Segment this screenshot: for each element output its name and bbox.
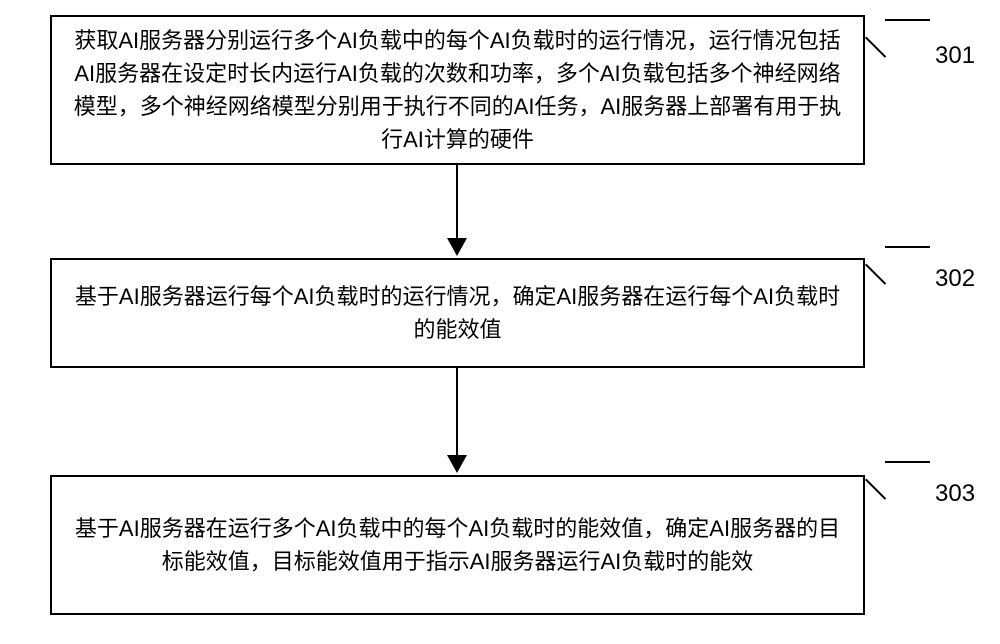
flow-step-3-text: 基于AI服务器在运行多个AI负载中的每个AI负载时的能效值，确定AI服务器的目标… bbox=[72, 512, 843, 578]
step-label-3: 303 bbox=[935, 480, 975, 508]
flow-step-3: 基于AI服务器在运行多个AI负载中的每个AI负载时的能效值，确定AI服务器的目标… bbox=[50, 475, 865, 615]
step-label-1: 301 bbox=[935, 42, 975, 70]
flow-step-1-text: 获取AI服务器分别运行多个AI负载中的每个AI负载时的运行情况，运行情况包括AI… bbox=[72, 24, 843, 156]
label-connector-line-2 bbox=[885, 246, 930, 248]
step-label-2: 302 bbox=[935, 265, 975, 293]
label-connector-line-3 bbox=[885, 461, 930, 463]
arrow-line bbox=[456, 368, 458, 455]
label-connector-line-1 bbox=[885, 19, 930, 21]
flow-step-2: 基于AI服务器运行每个AI负载时的运行情况，确定AI服务器在运行每个AI负载时的… bbox=[50, 258, 865, 368]
arrow-head-icon bbox=[447, 238, 467, 256]
label-connector-diag-3 bbox=[865, 479, 886, 500]
arrow-2-to-3 bbox=[447, 368, 467, 473]
arrow-head-icon bbox=[447, 455, 467, 473]
flow-step-1: 获取AI服务器分别运行多个AI负载中的每个AI负载时的运行情况，运行情况包括AI… bbox=[50, 15, 865, 165]
label-connector-diag-2 bbox=[865, 264, 886, 285]
arrow-line bbox=[456, 165, 458, 238]
flowchart-container: 获取AI服务器分别运行多个AI负载中的每个AI负载时的运行情况，运行情况包括AI… bbox=[0, 0, 1000, 644]
arrow-1-to-2 bbox=[447, 165, 467, 256]
flow-step-2-text: 基于AI服务器运行每个AI负载时的运行情况，确定AI服务器在运行每个AI负载时的… bbox=[72, 280, 843, 346]
label-connector-diag-1 bbox=[865, 37, 886, 58]
